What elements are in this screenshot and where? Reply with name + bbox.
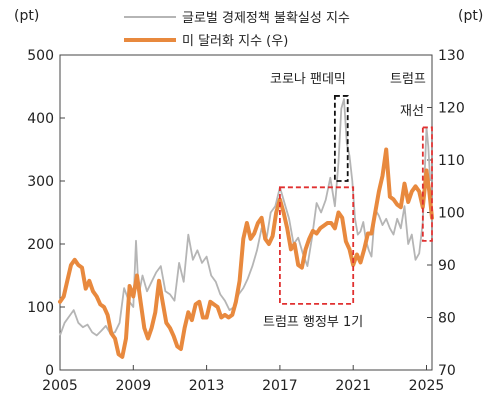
series-line-dollar-index bbox=[58, 147, 434, 359]
right-axis-unit: (pt) bbox=[458, 8, 483, 24]
legend-label-uncertainty: 글로벌 경제정책 불확실성 지수 bbox=[182, 11, 350, 26]
x-tick-label: 2009 bbox=[115, 378, 151, 394]
left-tick-label: 200 bbox=[27, 237, 54, 253]
x-axis-ticks: 2005 2009 2013 2017 2021 2025 bbox=[42, 365, 444, 394]
annotation-label-trump-first-term: 트럼프 행정부 1기 bbox=[263, 314, 363, 330]
left-tick-label: 100 bbox=[27, 300, 54, 316]
x-tick-label: 2013 bbox=[189, 378, 225, 394]
left-tick-label: 400 bbox=[27, 111, 54, 127]
left-axis-unit: (pt) bbox=[14, 8, 39, 24]
right-tick-label: 100 bbox=[438, 206, 465, 222]
left-tick-label: 300 bbox=[27, 174, 54, 190]
legend: 글로벌 경제정책 불확실성 지수 미 달러화 지수 (우) bbox=[124, 11, 350, 49]
left-axis-ticks: 0 100 200 300 400 500 bbox=[27, 48, 65, 379]
left-tick-label: 0 bbox=[45, 363, 54, 379]
annotation-box-trump-first-term bbox=[279, 186, 355, 305]
x-tick-label: 2017 bbox=[262, 378, 298, 394]
right-tick-label: 120 bbox=[438, 101, 465, 117]
right-tick-label: 80 bbox=[438, 311, 456, 327]
x-tick-label: 2005 bbox=[42, 378, 78, 394]
right-tick-label: 130 bbox=[438, 48, 465, 64]
x-tick-label: 2025 bbox=[409, 378, 445, 394]
annotation-box-trump-reelection bbox=[421, 126, 433, 242]
right-tick-label: 90 bbox=[438, 258, 456, 274]
annotation-label-trump-reelection: 트럼프 재선 bbox=[390, 72, 430, 119]
right-tick-label: 110 bbox=[438, 153, 465, 169]
x-tick-label: 2021 bbox=[335, 378, 371, 394]
annotation-box-covid bbox=[333, 95, 349, 182]
annotation-label-covid: 코로나 팬데믹 bbox=[270, 72, 346, 87]
legend-label-dollar: 미 달러화 지수 (우) bbox=[182, 34, 288, 49]
right-tick-label: 70 bbox=[438, 363, 456, 379]
left-tick-label: 500 bbox=[27, 48, 54, 64]
right-axis-ticks: 70 80 90 100 110 120 130 bbox=[427, 48, 465, 379]
